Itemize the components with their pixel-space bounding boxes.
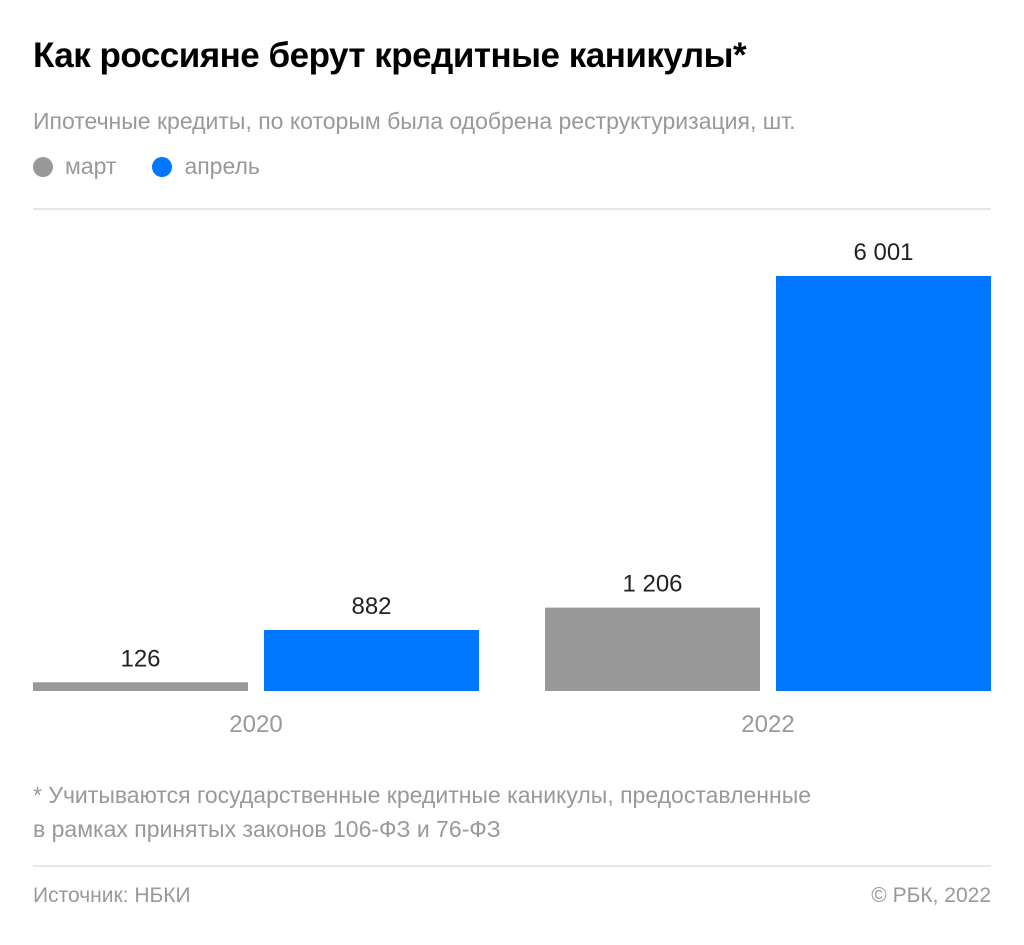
bar-2022-march [545, 607, 760, 691]
data-label-2020-march: 126 [120, 645, 160, 672]
footnote-line-1: * Учитываются государственные кредитные … [33, 782, 812, 808]
legend-label-march: март [65, 153, 117, 179]
bar-2020-march [33, 682, 248, 691]
footnote: * Учитываются государственные кредитные … [33, 778, 811, 846]
data-label-2022-march: 1 206 [622, 571, 682, 598]
bottom-divider [33, 865, 991, 867]
data-label-2022-april: 6 001 [853, 239, 913, 266]
legend-item-march: март [33, 153, 116, 180]
x-tick-label-2020: 2020 [229, 711, 282, 738]
footnote-line-2: в рамках принятых законов 106-ФЗ и 76-ФЗ [33, 816, 501, 842]
legend-swatch-march [33, 156, 53, 177]
chart-title: Как россияне берут кредитные каникулы* [33, 36, 747, 75]
legend-item-april: апрель [152, 153, 260, 180]
legend-swatch-april [152, 156, 173, 177]
bar-2022-april [776, 276, 991, 691]
data-label-2020-april: 882 [351, 593, 391, 620]
copyright: © РБК, 2022 [871, 884, 991, 907]
legend-label-april: апрель [184, 153, 260, 179]
bar-2020-april [264, 630, 479, 691]
top-divider [33, 208, 991, 210]
x-tick-label-2022: 2022 [741, 711, 794, 738]
source: Источник: НБКИ [33, 884, 191, 907]
legend: март апрель [33, 153, 260, 180]
chart-subtitle: Ипотечные кредиты, по которым была одобр… [33, 108, 796, 134]
